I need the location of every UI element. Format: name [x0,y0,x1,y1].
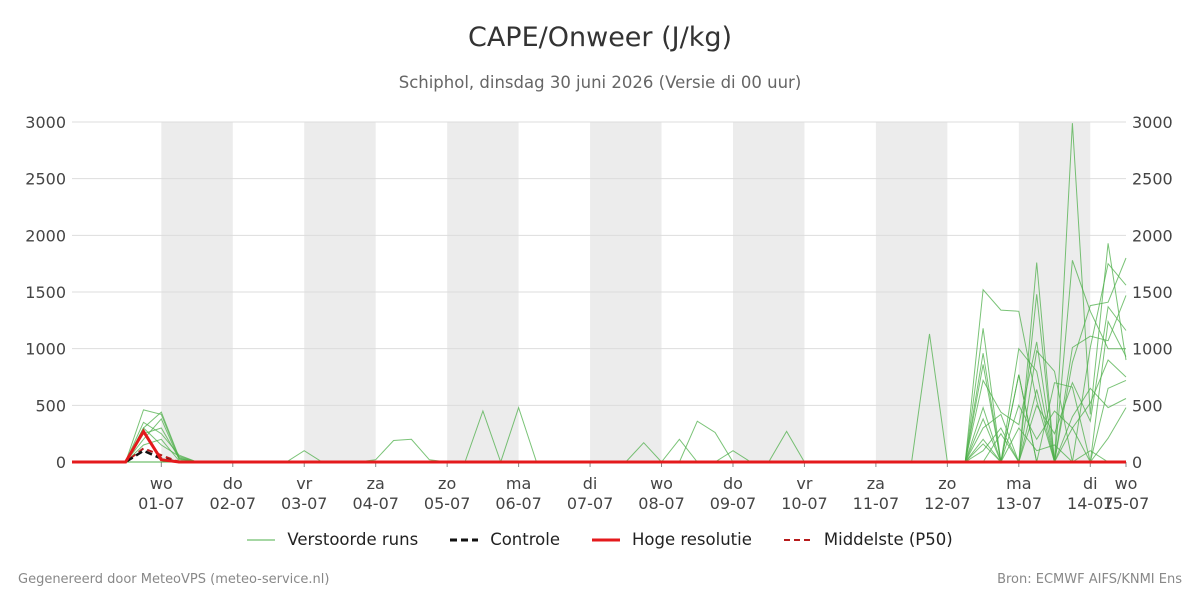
x-tick-date-5: 06-07 [495,494,542,513]
y-tick-label-left-6: 3000 [25,113,66,132]
y-tick-label-right-1: 500 [1132,396,1163,415]
y-tick-label-left-2: 1000 [25,340,66,359]
legend-label-perturbed: Verstoorde runs [287,530,419,549]
x-tick-date-12: 13-07 [996,494,1043,513]
x-tick-date-4: 05-07 [424,494,471,513]
x-tick-date-1: 02-07 [210,494,257,513]
y-tick-label-right-0: 0 [1132,453,1142,472]
y-tick-label-right-4: 2000 [1132,226,1173,245]
x-tick-date-11: 12-07 [924,494,971,513]
y-tick-label-left-4: 2000 [25,226,66,245]
x-tick-day-11: zo [938,474,956,493]
x-tick-day-0: wo [150,474,173,493]
x-tick-date-8: 09-07 [710,494,757,513]
x-tick-date-10: 11-07 [853,494,900,513]
chart-subtitle: Schiphol, dinsdag 30 juni 2026 (Versie d… [398,73,802,92]
x-tick-day-3: za [367,474,385,493]
x-tick-day-2: vr [296,474,312,493]
chart-legend: Verstoorde runs Controle Hoge resolutie … [0,530,1200,549]
x-tick-date-14: 15-07 [1103,494,1150,513]
x-tick-day-1: do [223,474,243,493]
x-tick-date-9: 10-07 [781,494,828,513]
y-tick-label-left-0: 0 [56,453,66,472]
x-tick-day-8: do [723,474,743,493]
x-tick-day-12: ma [1006,474,1031,493]
x-tick-day-9: vr [796,474,812,493]
legend-item-median: Middelste (P50) [783,530,953,549]
y-tick-label-left-5: 2500 [25,170,66,189]
legend-item-control: Controle [450,530,560,549]
legend-label-hres: Hoge resolutie [631,530,752,549]
legend-item-hres: Hoge resolutie [591,530,752,549]
x-tick-day-5: ma [506,474,531,493]
x-tick-date-7: 08-07 [638,494,685,513]
x-tick-day-14: wo [1115,474,1138,493]
x-tick-date-3: 04-07 [352,494,399,513]
y-tick-label-right-2: 1000 [1132,340,1173,359]
x-tick-date-2: 03-07 [281,494,328,513]
y-tick-label-left-1: 500 [35,396,66,415]
x-tick-day-7: wo [650,474,673,493]
x-tick-date-0: 01-07 [138,494,185,513]
y-tick-label-right-5: 2500 [1132,170,1173,189]
x-tick-date-6: 07-07 [567,494,614,513]
footer-generator: Gegenereerd door MeteoVPS (meteo-service… [18,572,330,587]
y-tick-label-right-6: 3000 [1132,113,1173,132]
series-hres [72,428,1126,464]
legend-item-perturbed-runs: Verstoorde runs [247,530,418,549]
legend-swatch-control [450,538,479,541]
y-tick-label-left-3: 1500 [25,283,66,302]
x-tick-day-13: di [1083,474,1098,493]
y-tick-label-right-3: 1500 [1132,283,1173,302]
x-tick-day-10: za [867,474,885,493]
legend-label-median: Middelste (P50) [823,530,953,549]
chart-title: CAPE/Onweer (J/kg) [467,22,732,53]
x-tick-day-6: di [583,474,598,493]
legend-swatch-median [783,538,812,541]
legend-swatch-hres [591,538,620,541]
footer-source: Bron: ECMWF AIFS/KNMI Ens [997,572,1182,587]
legend-label-control: Controle [490,530,560,549]
x-tick-day-4: zo [438,474,456,493]
legend-swatch-perturbed [247,539,276,540]
x-tick-date-13: 14-07 [1067,494,1114,513]
